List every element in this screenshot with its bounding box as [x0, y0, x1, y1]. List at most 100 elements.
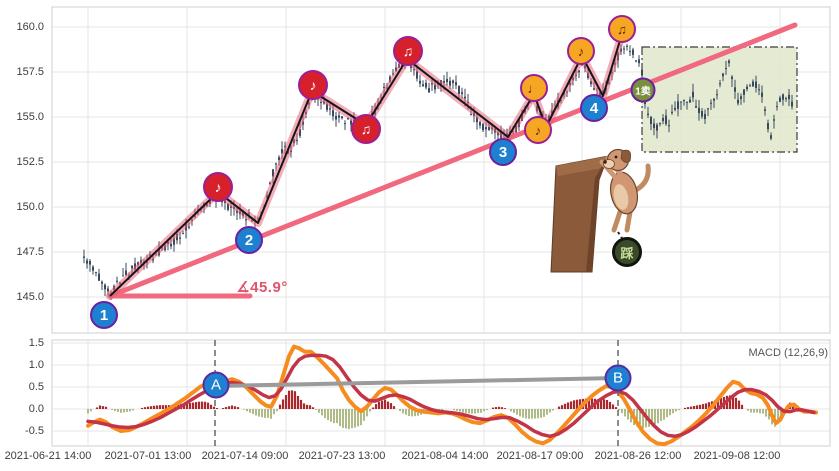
candle-body	[320, 102, 322, 104]
hist-bar-pos	[683, 407, 687, 409]
hist-bar-pos	[719, 398, 723, 409]
macd-point-b-marker[interactable]: B	[604, 364, 632, 392]
candle-body	[578, 70, 580, 73]
candle-body	[443, 81, 445, 83]
hist-bar-neg	[540, 409, 542, 418]
music-note-icon[interactable]: ♪	[567, 37, 595, 65]
hist-bar-neg	[552, 409, 554, 411]
hist-bar-pos	[698, 404, 702, 409]
x-tick-label: 2021-07-14 09:00	[201, 450, 289, 462]
hist-bar-neg	[762, 409, 764, 414]
candle-body	[701, 110, 703, 117]
hist-bar-neg	[333, 409, 335, 424]
hist-bar-neg	[756, 409, 758, 413]
hist-bar-pos	[605, 399, 609, 409]
hist-bar-pos	[704, 403, 708, 409]
candle-body	[101, 281, 103, 284]
hist-bar-pos	[386, 401, 390, 409]
hist-bar-pos	[491, 407, 495, 409]
hist-bar-pos	[101, 406, 105, 409]
hist-bar-neg	[414, 409, 416, 417]
hist-bar-pos	[500, 407, 504, 409]
hist-bar-pos	[377, 401, 381, 409]
candle-body	[275, 163, 277, 165]
candle-body	[629, 51, 631, 53]
candle-body	[680, 101, 682, 103]
music-note-icon[interactable]: ♪	[298, 70, 328, 100]
candle-body	[86, 260, 88, 264]
wave-point-3-marker[interactable]: 3	[489, 138, 517, 166]
music-note-icon[interactable]: ♩	[520, 74, 548, 102]
candle-body	[413, 69, 415, 71]
hist-bar-neg	[639, 409, 641, 428]
macd-y-tick-label: 1.5	[28, 337, 44, 349]
hist-bar-neg	[366, 409, 368, 417]
wave-point-2-marker[interactable]: 2	[235, 226, 263, 254]
hist-bar-pos	[284, 395, 288, 409]
ab-trend-line	[214, 376, 620, 388]
candle-body	[176, 233, 178, 241]
hist-bar-pos	[155, 405, 159, 409]
hist-bar-neg	[345, 409, 347, 429]
x-tick-label: 2021-07-01 13:00	[104, 450, 192, 462]
hist-bar-pos	[728, 395, 732, 409]
candle-body	[464, 96, 466, 99]
hist-bar-neg	[411, 409, 413, 417]
wave-point-1-marker[interactable]: 1	[90, 301, 118, 329]
hist-bar-pos	[227, 406, 231, 409]
candle-body	[299, 129, 301, 136]
hist-bar-pos	[281, 399, 285, 409]
step-badge[interactable]: 踩	[612, 237, 642, 267]
hist-bar-neg	[357, 409, 359, 427]
candle-body	[488, 126, 490, 131]
candle-body	[332, 110, 334, 117]
candle-body	[767, 123, 769, 130]
candle-body	[434, 84, 436, 90]
hist-bar-neg	[315, 409, 317, 410]
wave-point-4-marker[interactable]: 4	[580, 94, 608, 122]
music-note-icon[interactable]: ♪	[203, 172, 233, 202]
macd-point-a-marker[interactable]: A	[202, 371, 230, 399]
hist-bar-pos	[287, 390, 291, 409]
music-note-icon[interactable]: ♫	[351, 114, 381, 144]
cliff-edge	[586, 156, 608, 272]
music-note-icon[interactable]: ♪	[524, 116, 552, 144]
hist-bar-neg	[636, 409, 638, 427]
hist-bar-pos	[185, 403, 189, 409]
hist-bar-neg	[657, 409, 659, 424]
hist-bar-neg	[264, 409, 266, 418]
candle-body	[779, 97, 781, 102]
hist-bar-pos	[290, 390, 294, 409]
music-note-icon[interactable]: ♫	[608, 15, 636, 43]
candle-body	[449, 80, 451, 86]
hist-bar-neg	[510, 409, 512, 412]
hist-bar-neg	[546, 409, 548, 415]
candle-body	[188, 226, 190, 228]
hist-bar-pos	[212, 406, 216, 409]
candle-body	[179, 237, 181, 239]
hist-bar-pos	[734, 397, 738, 409]
candle-body	[764, 109, 766, 111]
hist-bar-pos	[221, 407, 225, 409]
candle-body	[731, 76, 733, 80]
candle-body	[755, 81, 757, 88]
hist-bar-neg	[342, 409, 344, 428]
sell-signal-badge[interactable]: 1卖	[630, 77, 656, 103]
hist-bar-pos	[224, 407, 228, 409]
hist-bar-neg	[678, 409, 680, 411]
dog-hind-leg	[624, 209, 633, 233]
x-tick-label: 2021-09-08 12:00	[693, 450, 781, 462]
candle-body	[272, 169, 274, 177]
music-note-icon[interactable]: ♫	[393, 36, 423, 66]
gridlines	[52, 7, 830, 446]
candle-body	[785, 98, 787, 100]
candle-body	[329, 108, 331, 110]
candle-body	[650, 116, 652, 125]
candle-body	[98, 273, 100, 281]
cliff-top	[556, 156, 608, 176]
hist-bar-neg	[336, 409, 338, 424]
hist-bar-neg	[330, 409, 332, 422]
hist-bar-neg	[129, 409, 131, 412]
hist-bar-pos	[140, 407, 144, 409]
main-y-tick-label: 145.0	[16, 291, 44, 303]
